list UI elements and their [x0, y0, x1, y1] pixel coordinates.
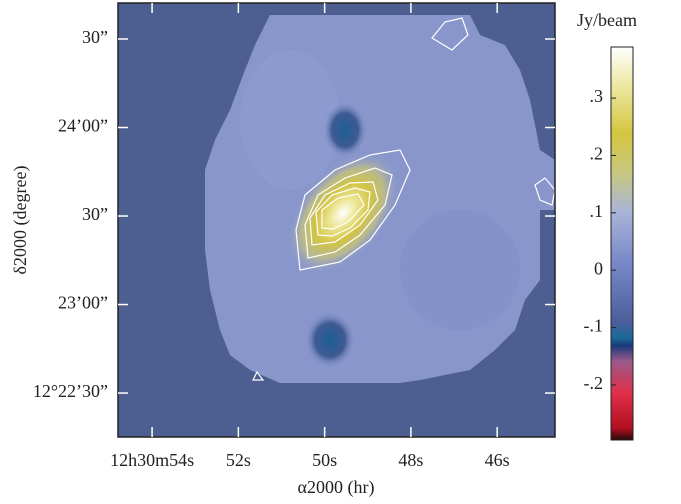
- colorbar-tick-label: .2: [590, 144, 604, 164]
- y-tick-label: 30”: [82, 204, 108, 224]
- plot-frame: [117, 2, 556, 438]
- x-tick-label: 50s: [312, 450, 337, 470]
- colorbar-label: Jy/beam: [577, 10, 637, 30]
- y-tick-label: 23’00”: [58, 293, 108, 313]
- contours: [252, 17, 555, 381]
- y-tick-label: 24’00”: [58, 116, 108, 136]
- x-tick-label: 52s: [226, 450, 251, 470]
- colorbar-tick-label: -.1: [584, 316, 604, 336]
- colorbar-tick-label: .3: [590, 86, 604, 106]
- x-tick-label: 48s: [398, 450, 423, 470]
- colorbar-tick-label: 0: [594, 258, 603, 278]
- y-axis-label: δ2000 (degree): [10, 166, 31, 275]
- colorbar: [610, 46, 634, 441]
- y-tick-label: 12°22’30”: [33, 381, 108, 401]
- x-axis-label: α2000 (hr): [298, 477, 375, 498]
- colorbar-tick-label: -.2: [584, 373, 604, 393]
- map: [118, 3, 555, 437]
- colorbar-tick-label: .1: [590, 201, 604, 221]
- x-tick-label: 46s: [485, 450, 510, 470]
- x-tick-label: 12h30m54s: [110, 450, 194, 470]
- y-tick-label: 30”: [82, 27, 108, 47]
